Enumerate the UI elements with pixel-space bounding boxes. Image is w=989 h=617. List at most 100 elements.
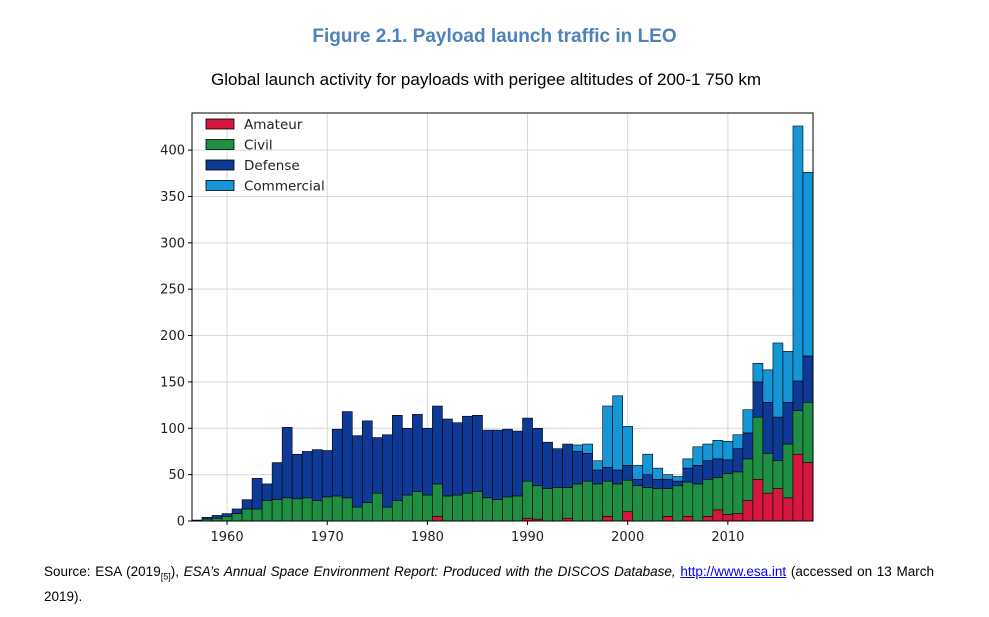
bar-commercial-2015: [772, 342, 784, 418]
legend-label-amateur: Amateur: [244, 117, 303, 133]
x-tick-label: 1960: [211, 530, 244, 545]
source-prefix: Source: ESA (2019: [44, 564, 161, 579]
y-tick-label: 100: [160, 422, 185, 437]
bar-civil-1993: [552, 487, 563, 522]
bar-defense-1973: [351, 435, 363, 508]
bar-defense-1969: [311, 449, 323, 501]
bar-commercial-1999: [612, 395, 623, 471]
bar-civil-1970: [321, 496, 333, 522]
bar-commercial-2016: [782, 351, 794, 403]
bar-commercial-2002: [642, 453, 654, 475]
bar-defense-2005: [672, 480, 684, 487]
bar-civil-2008: [702, 478, 714, 517]
bar-defense-1979: [412, 414, 423, 492]
bar-civil-2012: [742, 458, 754, 501]
x-tick-label: 2010: [711, 530, 744, 545]
bar-amateur-2010: [722, 514, 734, 522]
bar-civil-2015: [772, 460, 784, 489]
bar-civil-1992: [542, 488, 553, 522]
bar-civil-1965: [271, 499, 283, 522]
bar-civil-1991: [532, 485, 543, 520]
bar-defense-2009: [712, 458, 724, 478]
y-tick-label: 200: [160, 329, 185, 344]
bar-civil-1972: [341, 497, 353, 522]
bar-defense-2012: [742, 432, 754, 460]
bar-amateur-2011: [732, 513, 744, 522]
bar-defense-1988: [502, 428, 513, 498]
source-report: ESA’s Annual Space Environment Report: P…: [183, 564, 676, 579]
bar-civil-2009: [712, 477, 724, 511]
bar-defense-1971: [331, 428, 343, 497]
bar-defense-2001: [632, 478, 644, 487]
bar-defense-1996: [582, 453, 593, 482]
bar-amateur-2014: [762, 492, 774, 522]
bar-civil-2004: [662, 488, 674, 517]
bar-defense-1968: [301, 451, 313, 499]
bar-defense-2018: [802, 355, 814, 403]
y-tick-label: 350: [160, 190, 185, 205]
bar-defense-2000: [622, 465, 634, 481]
source-link[interactable]: http://www.esa.int: [680, 564, 787, 579]
bar-defense-1989: [512, 430, 523, 497]
bar-defense-1993: [552, 448, 563, 488]
bar-commercial-1995: [572, 444, 583, 452]
bar-civil-2006: [682, 481, 694, 517]
bar-civil-2002: [642, 487, 654, 522]
legend-swatch-amateur: [205, 118, 235, 130]
bar-amateur-2015: [772, 488, 784, 522]
bar-civil-1974: [361, 502, 373, 522]
bar-commercial-2012: [742, 409, 754, 434]
legend-label-civil: Civil: [244, 138, 273, 154]
legend-label-commercial: Commercial: [244, 179, 325, 195]
bar-defense-1975: [371, 437, 383, 494]
bar-defense-1990: [522, 417, 533, 482]
source-suffix: (accessed on 13 March 2019).: [44, 564, 934, 604]
bar-defense-1966: [281, 427, 293, 499]
figure-title: Figure 2.1. Payload launch traffic in LE…: [312, 26, 677, 47]
bar-civil-1982: [442, 495, 453, 522]
bar-civil-1989: [512, 495, 523, 522]
bar-commercial-1996: [582, 443, 593, 454]
bar-civil-2014: [762, 453, 774, 494]
bar-defense-1974: [361, 420, 373, 503]
bar-commercial-2017: [792, 125, 804, 382]
bar-civil-1997: [592, 483, 603, 522]
bar-commercial-2010: [722, 440, 734, 461]
bar-civil-1968: [301, 497, 313, 522]
y-tick-label: 150: [160, 375, 185, 390]
bar-civil-1977: [392, 500, 403, 522]
bar-amateur-2000: [622, 511, 634, 522]
bar-defense-1985: [472, 414, 483, 492]
bar-civil-1998: [602, 480, 613, 517]
bar-defense-1998: [602, 466, 613, 482]
bar-civil-1981: [432, 483, 443, 517]
bar-defense-1992: [542, 441, 553, 489]
bar-commercial-2013: [752, 363, 764, 383]
bar-defense-1960: [221, 513, 233, 517]
bar-defense-1964: [261, 483, 273, 501]
bar-civil-2003: [652, 488, 664, 522]
bar-commercial-2003: [652, 467, 664, 480]
bar-civil-2011: [732, 471, 744, 514]
bar-defense-1991: [532, 427, 543, 487]
bar-defense-1972: [341, 411, 353, 499]
bar-defense-2017: [792, 380, 804, 411]
x-tick-label: 2000: [611, 530, 644, 545]
bar-civil-2000: [622, 479, 634, 513]
bar-civil-1960: [221, 516, 233, 522]
grid: [192, 113, 813, 522]
bar-commercial-1998: [602, 405, 613, 468]
bar-defense-1982: [442, 418, 453, 497]
bar-defense-2008: [702, 460, 714, 480]
bar-civil-1963: [251, 508, 263, 522]
axis-ticks: 1960 1970 1980 1990 2000 2010 0 50 100 150 200 250 3…: [160, 144, 744, 545]
bar-amateur-1981: [432, 516, 443, 522]
bar-defense-1963: [251, 478, 263, 510]
bar-civil-1967: [291, 498, 303, 522]
bar-civil-1984: [462, 492, 473, 522]
bar-defense-2015: [772, 416, 784, 462]
bar-civil-1969: [311, 500, 323, 522]
bar-civil-1987: [492, 499, 503, 522]
source-ref: [5]: [160, 571, 171, 582]
bar-civil-1976: [382, 506, 393, 522]
